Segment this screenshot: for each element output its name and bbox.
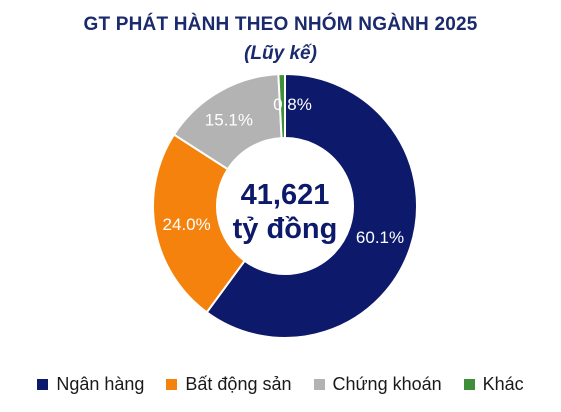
legend-label: Khác (482, 374, 524, 394)
legend-swatch (463, 379, 475, 390)
legend-item: Bất động sản (166, 374, 292, 395)
legend-swatch (166, 379, 178, 390)
chart-subtitle: (Lũy kế) (244, 43, 317, 64)
slice-bất-động-sản (152, 133, 247, 314)
donut-slices (152, 72, 418, 339)
slice-label: 24.0% (163, 215, 211, 234)
slice-khác (277, 72, 286, 140)
legend-item: Khác (463, 374, 524, 395)
center-unit: tỷ đồng (233, 213, 338, 245)
chart-legend: Ngân hàng Bất động sản Chứng khoán Khác (0, 374, 561, 395)
slice-label: 60.1% (356, 228, 404, 247)
chart-title: GT PHÁT HÀNH THEO NHÓM NGÀNH 2025 (83, 14, 478, 35)
legend-item: Ngân hàng (37, 374, 144, 395)
center-value: 41,621 (241, 179, 330, 211)
slice-ngân-hàng (205, 72, 418, 339)
donut-chart: 60.1% 24.0% 15.1% 0.8% 41,621 tỷ đồng (152, 72, 418, 339)
legend-label: Bất động sản (185, 374, 292, 394)
legend-item: Chứng khoán (313, 374, 442, 395)
legend-label: Chứng khoán (332, 374, 442, 394)
legend-label: Ngân hàng (56, 374, 145, 394)
slice-label: 0.8% (273, 95, 312, 114)
legend-swatch (37, 379, 49, 390)
slice-labels: 60.1% 24.0% 15.1% 0.8% (163, 95, 405, 247)
slice-label: 15.1% (205, 110, 253, 129)
legend-swatch (313, 379, 325, 390)
